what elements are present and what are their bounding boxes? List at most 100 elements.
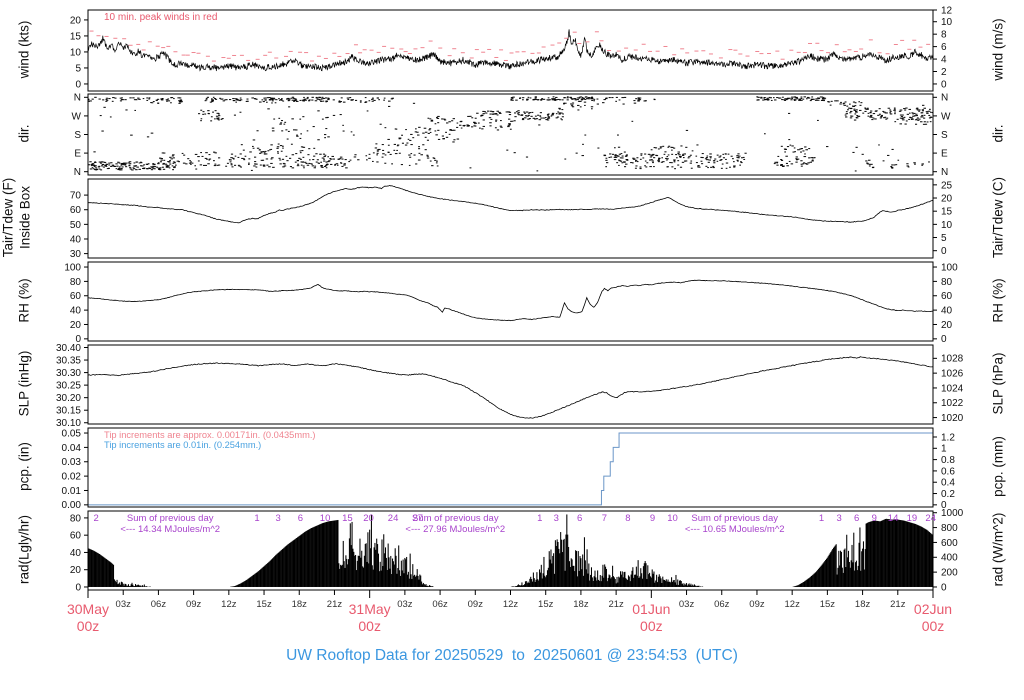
x-major-time: 00z	[640, 618, 663, 634]
x-minor-label: 03z	[116, 599, 132, 610]
x-major-date: 01Jun	[632, 601, 670, 617]
tick-label-wind-left: 15	[70, 31, 82, 42]
tick-label-pcp-right: 0	[941, 500, 947, 511]
tick-label-temp-right: 20	[941, 193, 953, 204]
tick-label-wind-left: 5	[75, 63, 81, 74]
x-minor-label: 09z	[468, 599, 484, 610]
tick-label-wind-right: 4	[941, 54, 947, 65]
tick-label-pcp-left: 0.01	[62, 486, 82, 497]
tick-label-rad-left: 0	[75, 582, 81, 593]
tick-label-pcp-left: 0.00	[62, 500, 82, 511]
tick-label-wind-right: 6	[941, 42, 947, 53]
tick-label-slp-right: 1022	[941, 398, 964, 409]
tick-label-pcp-right: 0.8	[941, 455, 955, 466]
tick-label-dir-left: W	[72, 111, 82, 122]
wind-peak-dashes	[89, 30, 931, 62]
tick-label-pcp-right: 1.2	[941, 432, 955, 443]
tick-label-slp-left: 30.20	[56, 393, 81, 404]
tick-label-rad-right: 800	[941, 523, 958, 534]
x-major-date: 02Jun	[914, 601, 952, 617]
tick-label-temp-right: 25	[941, 180, 953, 191]
x-minor-label: 06z	[714, 599, 730, 610]
tick-label-pcp-left: 0.05	[62, 428, 82, 439]
tick-label-temp-left: 50	[70, 220, 82, 231]
x-minor-label: 12z	[785, 599, 801, 610]
rad-counter-label: 7	[602, 513, 607, 524]
tick-label-rh-right: 80	[941, 277, 953, 288]
tick-label-rad-right: 400	[941, 553, 958, 564]
x-minor-label: 09z	[749, 599, 765, 610]
tick-label-pcp-right: 0.6	[941, 466, 955, 477]
rad-sum-line2: <--- 10.65 MJoules/m^2	[685, 524, 785, 535]
tick-label-rad-right: 600	[941, 538, 958, 549]
tick-label-slp-right: 1026	[941, 369, 964, 380]
tair-trace	[88, 184, 933, 224]
x-minor-label: 15z	[820, 599, 836, 610]
tick-label-temp-right: 10	[941, 220, 953, 231]
tick-label-rh-right: 100	[941, 262, 958, 273]
rad-sum-line1: Sum of previous day	[127, 513, 214, 524]
tick-label-dir-left: N	[74, 167, 81, 178]
tick-label-rh-right: 20	[941, 320, 953, 331]
rad-counter-label: 10	[320, 513, 331, 524]
x-minor-label: 15z	[538, 599, 554, 610]
x-minor-label: 18z	[292, 599, 308, 610]
tick-label-rh-right: 60	[941, 291, 953, 302]
rad-counter-label: 6	[577, 513, 582, 524]
rad-counter-label: 10	[667, 513, 678, 524]
tick-label-pcp-right: 0.4	[941, 478, 955, 489]
rad-counter-label: 1	[819, 513, 824, 524]
tick-label-rh-left: 100	[64, 262, 81, 273]
panel-frame-rad	[87, 510, 934, 591]
x-minor-label: 09z	[186, 599, 202, 610]
tick-label-temp-left: 40	[70, 234, 82, 245]
rad-counter-label: 6	[298, 513, 303, 524]
panel-frame-slp	[87, 344, 934, 425]
tick-label-slp-right: 1020	[941, 413, 964, 424]
rad-counter-label: 15	[342, 513, 353, 524]
radiation-sum-annotations: Sum of previous day<--- 14.34 MJoules/m^…	[120, 513, 784, 535]
tick-label-dir-left: N	[74, 93, 81, 104]
wind-mean-trace	[88, 29, 933, 72]
tick-label-wind-right: 10	[941, 17, 953, 28]
rad-counter-label: 1	[537, 513, 542, 524]
rad-sum-line1: Sum of previous day	[691, 513, 778, 524]
panel-frame-wind	[87, 9, 934, 92]
tick-label-pcp-right: 0.2	[941, 489, 955, 500]
x-major-time: 00z	[358, 618, 381, 634]
tick-label-slp-left: 30.40	[56, 343, 81, 354]
panel-frames	[87, 9, 934, 591]
rad-counter-label: 9	[872, 513, 877, 524]
y-tick-labels: 05101520024681012NESWNNESWN3040506070051…	[56, 5, 964, 593]
tick-label-temp-right: 5	[941, 233, 947, 244]
x-major-time: 00z	[77, 618, 100, 634]
rad-counter-label: 3	[554, 513, 559, 524]
tick-label-temp-left: 70	[70, 190, 82, 201]
tick-label-rh-right: 40	[941, 306, 953, 317]
rad-counter-label: 19	[907, 513, 918, 524]
rad-counter-label: 3	[836, 513, 841, 524]
tick-label-rh-left: 40	[70, 306, 82, 317]
tick-label-temp-left: 30	[70, 249, 82, 260]
tick-label-dir-right: N	[941, 93, 948, 104]
tick-label-wind-right: 2	[941, 67, 947, 78]
tick-label-dir-right: N	[941, 167, 948, 178]
tick-label-slp-left: 30.15	[56, 406, 81, 417]
rad-counter-label: 2	[94, 513, 99, 524]
wind-direction-scatter	[88, 96, 933, 172]
tick-label-wind-left: 20	[70, 15, 82, 26]
tick-label-wind-right: 8	[941, 30, 947, 41]
tick-label-slp-right: 1024	[941, 383, 964, 394]
rad-counter-label: 6	[854, 513, 859, 524]
radiation-counters: 2 1 3 6 10 15 20 24 27 1 3 6 7 8 9 10 1 3 6 9 14 19 24	[94, 513, 936, 524]
tick-label-wind-left: 0	[75, 79, 81, 90]
x-minor-label: 21z	[608, 599, 624, 610]
x-minor-label: 12z	[503, 599, 519, 610]
x-minor-label: 03z	[397, 599, 413, 610]
x-major-date: 31May	[349, 601, 391, 617]
tick-label-wind-left: 10	[70, 47, 82, 58]
page-title: UW Rooftop Data for 20250529 to 20250601…	[286, 647, 738, 664]
x-major-time: 00z	[922, 618, 945, 634]
